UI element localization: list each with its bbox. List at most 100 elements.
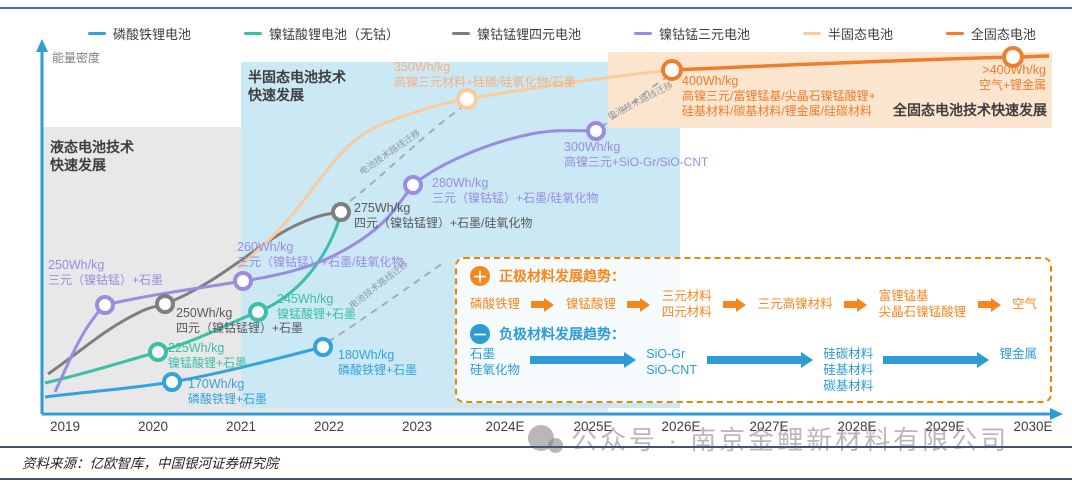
legend-item-semi: 半固态电池 bbox=[802, 24, 893, 43]
milestone-materials: 高镍三元材料+硅碳/硅氧化物/石墨 bbox=[394, 75, 576, 89]
trend-chain-item: 锂金属 bbox=[999, 347, 1037, 362]
legend-dash-icon bbox=[945, 32, 964, 35]
milestone-marker bbox=[95, 295, 115, 315]
milestone-materials: 镍锰酸锂+石墨 bbox=[277, 307, 357, 321]
x-tick: 2021 bbox=[225, 419, 257, 434]
cathode-trend-title: 正极材料发展趋势： bbox=[499, 268, 625, 284]
legend-item-ncm: 镍钴锰三元电池 bbox=[633, 24, 750, 43]
milestone-annotation: 245Wh/kg 镍锰酸锂+石墨 bbox=[277, 292, 356, 322]
anode-trend-title: 负极材料发展趋势： bbox=[499, 326, 625, 343]
migration-line-2 bbox=[349, 107, 462, 202]
region-label-all-solid: 全固态电池技术快速发展 bbox=[893, 102, 1047, 118]
milestone-annotation: 280Wh/kg 三元（镍钴锰）+石墨/硅氧化物 bbox=[432, 176, 598, 206]
cathode-trend-title-row: ＋ 正极材料发展趋势： bbox=[470, 266, 1037, 286]
plus-icon: ＋ bbox=[470, 266, 490, 286]
trend-arrow-icon bbox=[531, 297, 555, 312]
milestone-value: 300Wh/kg bbox=[564, 140, 621, 154]
milestone-marker bbox=[661, 59, 683, 81]
minus-icon: － bbox=[470, 324, 490, 345]
cathode-trend-chain: 磷酸铁锂 镍锰酸锂 三元材料 四元材料 三元高镍材料 富锂锰基 尖晶石镍锰酸锂 空气 bbox=[470, 289, 1037, 320]
trend-chain-item: 空气 bbox=[1011, 296, 1037, 311]
legend-dash-icon bbox=[243, 32, 262, 35]
legend-label: 镍锰酸锂电池（无钴） bbox=[268, 27, 399, 42]
milestone-annotation: 250Wh/kg 四元（镍钴锰锂）+石墨 bbox=[176, 306, 303, 336]
milestone-annotation: 170Wh/kg 磷酸铁锂+石墨 bbox=[188, 377, 267, 407]
milestone-marker bbox=[331, 202, 351, 222]
migration-line-3 bbox=[600, 76, 668, 128]
milestone-value: 225Wh/kg bbox=[168, 341, 225, 355]
trend-arrow-icon bbox=[883, 352, 990, 369]
milestone-annotation: 275Wh/kg 四元（镍钴锰锂）+石墨/硅氧化物 bbox=[354, 201, 532, 231]
region-label-semi-solid: 半固态电池技术 快速发展 bbox=[248, 69, 346, 104]
legend-label: 全固态电池 bbox=[970, 27, 1036, 42]
milestone-materials: 空气+锂金属 bbox=[978, 78, 1046, 92]
trend-chain-item: 镍锰酸锂 bbox=[565, 296, 616, 311]
milestone-marker bbox=[456, 88, 478, 110]
legend-item-solid: 全固态电池 bbox=[945, 24, 1036, 43]
milestone-value: 180Wh/kg bbox=[338, 348, 395, 362]
milestone-marker bbox=[248, 302, 268, 322]
source-note: 资料来源：亿欧智库，中国银河证券研究院 bbox=[22, 456, 279, 471]
milestone-value: 250Wh/kg bbox=[48, 258, 105, 272]
milestone-materials: 四元（镍钴锰锂）+石墨 bbox=[176, 321, 304, 335]
trend-chain-item: 硅碳材料 硅基材料 碳基材料 bbox=[823, 347, 874, 393]
separator-line bbox=[0, 446, 1072, 448]
axes bbox=[36, 39, 1063, 420]
milestone-marker bbox=[233, 271, 253, 291]
milestone-markers bbox=[95, 46, 1024, 392]
milestone-materials: 磷酸铁锂+石墨 bbox=[338, 363, 418, 377]
milestone-value: 245Wh/kg bbox=[277, 292, 334, 306]
trend-chain-item: 石墨 硅氧化物 bbox=[470, 347, 521, 377]
legend-item-lfp: 磷酸铁锂电池 bbox=[88, 24, 191, 43]
milestone-materials: 三元（镍钴锰）+石墨/硅氧化物 bbox=[237, 255, 404, 269]
x-tick: 2028E bbox=[837, 419, 877, 434]
y-axis-arrow bbox=[36, 39, 48, 52]
trend-chain-item: 磷酸铁锂 bbox=[470, 296, 521, 311]
line-all-solid bbox=[671, 54, 1050, 72]
x-tick: 2022 bbox=[313, 419, 345, 434]
milestone-marker bbox=[148, 342, 168, 362]
milestone-materials: 三元（镍钴锰）+石墨 bbox=[48, 273, 164, 287]
trend-arrow-icon bbox=[530, 352, 637, 369]
x-axis-arrow bbox=[1050, 408, 1063, 420]
milestone-materials: 四元（镍钴锰锂）+石墨/硅氧化物 bbox=[354, 216, 533, 230]
milestone-value: 280Wh/kg bbox=[432, 176, 489, 190]
anode-trend-title-row: － 负极材料发展趋势： bbox=[470, 324, 1037, 345]
legend-label: 磷酸铁锂电池 bbox=[113, 27, 192, 42]
x-tick: 2030E bbox=[1013, 419, 1053, 434]
milestone-value: 350Wh/kg bbox=[394, 60, 451, 74]
trend-chain-item: 三元材料 四元材料 bbox=[661, 289, 712, 319]
milestone-value: 260Wh/kg bbox=[237, 240, 294, 254]
migration-dashed-lines bbox=[327, 76, 668, 343]
x-tick: 2027E bbox=[749, 419, 789, 434]
milestone-annotation: 300Wh/kg 高镍三元+SiO-Gr/SiO-CNT bbox=[564, 140, 708, 170]
trend-chain-item: SiO-Gr SiO-CNT bbox=[646, 347, 697, 377]
milestone-marker bbox=[586, 121, 606, 141]
milestone-marker bbox=[1002, 46, 1024, 68]
line-ternary bbox=[53, 129, 597, 393]
milestone-materials: 高镍三元+SiO-Gr/SiO-CNT bbox=[564, 155, 709, 169]
milestone-marker bbox=[313, 337, 333, 357]
milestone-annotation: 250Wh/kg 三元（镍钴锰）+石墨 bbox=[48, 258, 163, 288]
legend-item-nmo: 镍锰酸锂电池（无钴） bbox=[243, 24, 399, 43]
legend-label: 镍钴锰三元电池 bbox=[658, 27, 750, 42]
top-border-line bbox=[0, 7, 1072, 9]
milestone-materials: 镍锰酸锂+石墨 bbox=[168, 356, 248, 370]
milestone-marker bbox=[403, 175, 423, 195]
x-tick: 2019 bbox=[49, 419, 81, 434]
trend-chain-item: 三元高镍材料 bbox=[757, 296, 833, 311]
milestone-annotation: >400Wh/kg 空气+锂金属 bbox=[979, 63, 1046, 93]
x-tick: 2025E bbox=[573, 419, 613, 434]
bottom-border-line bbox=[0, 478, 1072, 480]
legend-item-quat: 镍钴锰锂四元电池 bbox=[451, 24, 581, 43]
milestone-materials: 高镍三元/富锂锰基/尖晶石镍锰酸锂+ bbox=[682, 89, 876, 103]
chart-legend: 磷酸铁锂电池 镍锰酸锂电池（无钴） 镍钴锰锂四元电池 镍钴锰三元电池 半固态电池 全固态电… bbox=[88, 24, 1036, 43]
x-tick: 2023 bbox=[401, 419, 433, 434]
x-tick: 2029E bbox=[925, 419, 965, 434]
line-semi-solid bbox=[236, 68, 673, 270]
milestone-materials: 磷酸铁锂+石墨 bbox=[188, 392, 268, 406]
milestone-value: 250Wh/kg bbox=[176, 306, 233, 320]
trend-arrow-icon bbox=[977, 297, 1001, 312]
x-tick: 2020 bbox=[137, 419, 169, 434]
